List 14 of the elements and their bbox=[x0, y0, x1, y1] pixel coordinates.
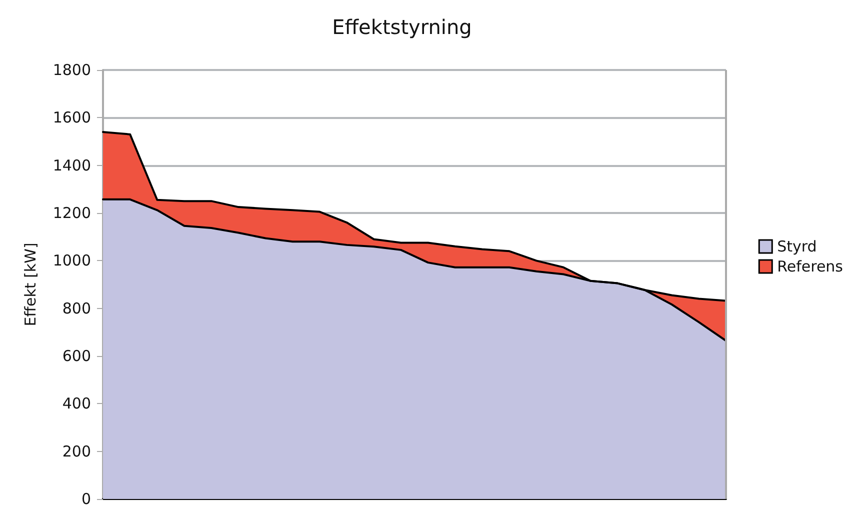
y-tick-label: 400 bbox=[62, 394, 91, 413]
y-tick-label: 1400 bbox=[52, 156, 91, 174]
chart-title: Effektstyrning bbox=[332, 15, 472, 39]
legend-label: Referens bbox=[777, 258, 844, 276]
y-tick-label: 1600 bbox=[52, 108, 91, 127]
y-tick-label: 800 bbox=[62, 299, 91, 318]
y-tick-label: 200 bbox=[62, 442, 91, 460]
y-tick-label: 1000 bbox=[52, 252, 91, 270]
legend-label: Styrd bbox=[777, 238, 817, 256]
y-tick-label: 0 bbox=[81, 490, 91, 508]
y-axis-title: Effekt [kW] bbox=[22, 242, 40, 326]
y-tick-label: 1800 bbox=[52, 61, 91, 79]
y-tick-label: 1200 bbox=[52, 204, 91, 222]
y-tick-label: 600 bbox=[62, 347, 91, 365]
